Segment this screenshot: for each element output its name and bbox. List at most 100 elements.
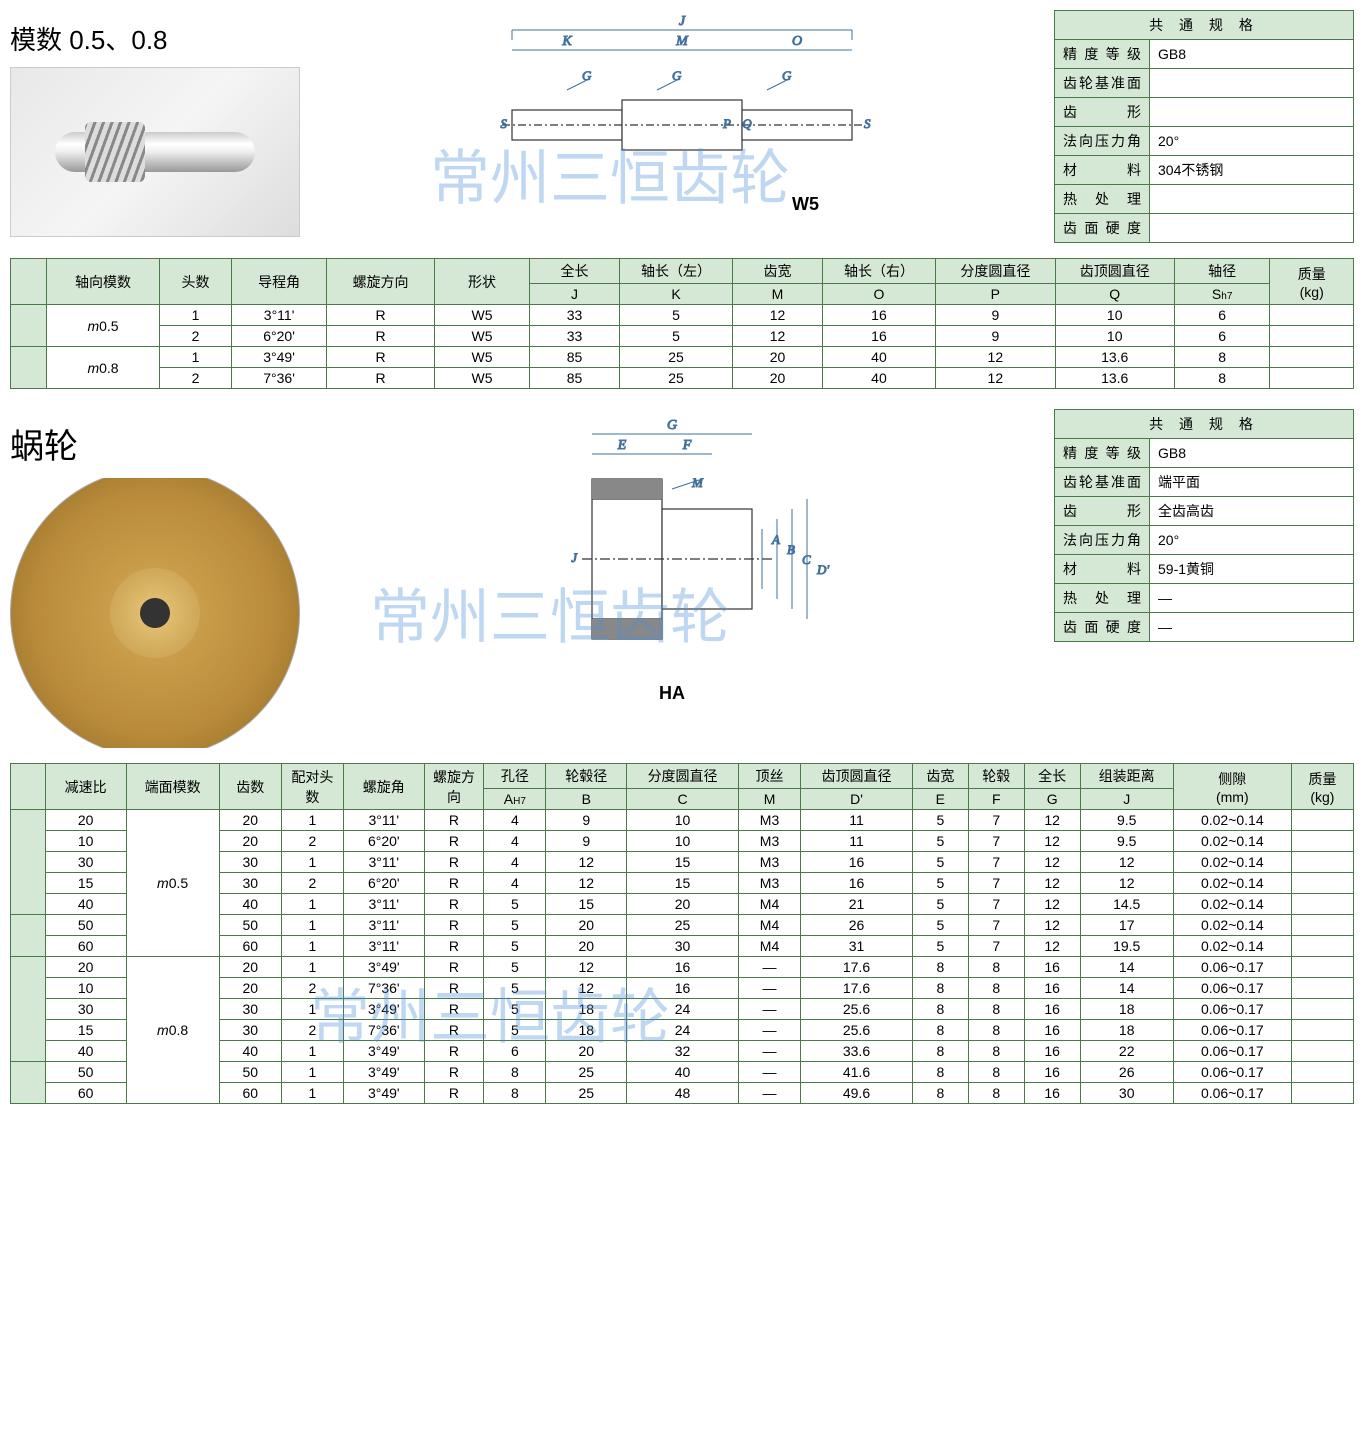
spec-header: 共 通 规 格 (1055, 410, 1354, 439)
data-cell: 0.06~0.17 (1173, 1041, 1291, 1062)
data-cell: 20 (219, 810, 281, 831)
data-cell: 5 (912, 936, 968, 957)
data-cell: 8 (912, 978, 968, 999)
svg-text:G: G (582, 68, 592, 83)
data-cell: 4 (484, 852, 546, 873)
data-cell: 5 (484, 957, 546, 978)
svg-text:M: M (675, 34, 689, 49)
data-cell: 30 (1080, 1083, 1173, 1104)
data-cell: R (424, 957, 484, 978)
data-cell: 0.02~0.14 (1173, 873, 1291, 894)
data-cell: R (327, 326, 434, 347)
spec-val: GB8 (1150, 439, 1354, 468)
data-cell: 25 (546, 1062, 627, 1083)
spec-val: 304不锈钢 (1150, 156, 1354, 185)
spec-key: 齿 形 (1055, 98, 1150, 127)
data-cell: 16 (1024, 999, 1080, 1020)
data-cell: R (424, 873, 484, 894)
data-cell (1291, 852, 1353, 873)
ratio-cell: 60 (45, 1083, 126, 1104)
data-cell: W5 (434, 368, 530, 389)
data-cell: 8 (968, 978, 1024, 999)
data-cell: 9 (936, 305, 1055, 326)
section1-title: 模数 0.5、0.8 (10, 20, 310, 57)
data-cell: 20 (546, 915, 627, 936)
data-cell: 8 (968, 1041, 1024, 1062)
svg-text:G: G (782, 68, 792, 83)
data-cell: 12 (1024, 831, 1080, 852)
data-cell: 5 (484, 894, 546, 915)
data-cell: — (738, 1041, 800, 1062)
data-cell: 40 (627, 1062, 739, 1083)
data-cell: 0.02~0.14 (1173, 852, 1291, 873)
data-cell: 12 (936, 368, 1055, 389)
data-cell: M4 (738, 894, 800, 915)
data-cell: 12 (733, 326, 823, 347)
data-cell: 8 (912, 1041, 968, 1062)
data-cell: 10 (627, 810, 739, 831)
data-cell: 0.02~0.14 (1173, 810, 1291, 831)
spec-val: GB8 (1150, 40, 1354, 69)
data-cell: 20 (733, 347, 823, 368)
data-cell: 6°20' (231, 326, 327, 347)
data-cell: 16 (1024, 978, 1080, 999)
data-cell: 4 (484, 873, 546, 894)
data-cell: 60 (219, 936, 281, 957)
spec-val: — (1150, 584, 1354, 613)
data-cell: 25.6 (801, 1020, 913, 1041)
data-cell: 14 (1080, 978, 1173, 999)
data-cell: 33 (530, 305, 620, 326)
spec-val (1150, 214, 1354, 243)
data-cell: — (738, 978, 800, 999)
svg-text:Q: Q (742, 116, 752, 131)
data-cell: M4 (738, 936, 800, 957)
section2-title: 蜗轮 (10, 419, 310, 468)
data-cell: R (327, 305, 434, 326)
data-cell: 26 (1080, 1062, 1173, 1083)
spec-header: 共 通 规 格 (1055, 11, 1354, 40)
data-cell: 9.5 (1080, 810, 1173, 831)
data-cell (1291, 936, 1353, 957)
spec-val: 59-1黄铜 (1150, 555, 1354, 584)
data-cell: 16 (822, 305, 935, 326)
data-cell: 0.06~0.17 (1173, 999, 1291, 1020)
modulus-cell: m0.8 (126, 957, 219, 1104)
data-cell: 33.6 (801, 1041, 913, 1062)
data-cell: 6 (484, 1041, 546, 1062)
modulus-cell: m0.5 (126, 810, 219, 957)
data-cell: 1 (160, 305, 232, 326)
data-cell: 16 (1024, 1083, 1080, 1104)
data-cell: 18 (546, 1020, 627, 1041)
data-cell: 3°11' (343, 894, 424, 915)
data-cell: 5 (912, 810, 968, 831)
spec-val (1150, 69, 1354, 98)
data-cell: 25 (627, 915, 739, 936)
svg-text:S: S (864, 116, 871, 131)
ratio-cell: 15 (45, 1020, 126, 1041)
data-cell: 18 (1080, 999, 1173, 1020)
data-cell: 0.06~0.17 (1173, 1020, 1291, 1041)
spec-key: 法向压力角 (1055, 127, 1150, 156)
data-cell: 14.5 (1080, 894, 1173, 915)
data-cell: 16 (801, 873, 913, 894)
data-cell (1291, 978, 1353, 999)
data-cell: 20 (733, 368, 823, 389)
spec-key: 材 料 (1055, 156, 1150, 185)
data-cell: 5 (619, 326, 732, 347)
ratio-cell: 50 (45, 915, 126, 936)
data-cell: 12 (1024, 810, 1080, 831)
data-cell: 15 (627, 873, 739, 894)
data-cell: 60 (219, 1083, 281, 1104)
data-cell: M3 (738, 831, 800, 852)
data-cell: — (738, 1020, 800, 1041)
data-cell: 3°49' (343, 1041, 424, 1062)
data-cell: 50 (219, 1062, 281, 1083)
data-cell (1291, 1041, 1353, 1062)
data-cell (1291, 1062, 1353, 1083)
data-cell: 3°49' (231, 347, 327, 368)
data-cell: 6°20' (343, 873, 424, 894)
data-cell: 15 (546, 894, 627, 915)
data-cell: 5 (484, 978, 546, 999)
data-cell: 12 (936, 347, 1055, 368)
data-cell: 8 (968, 1062, 1024, 1083)
